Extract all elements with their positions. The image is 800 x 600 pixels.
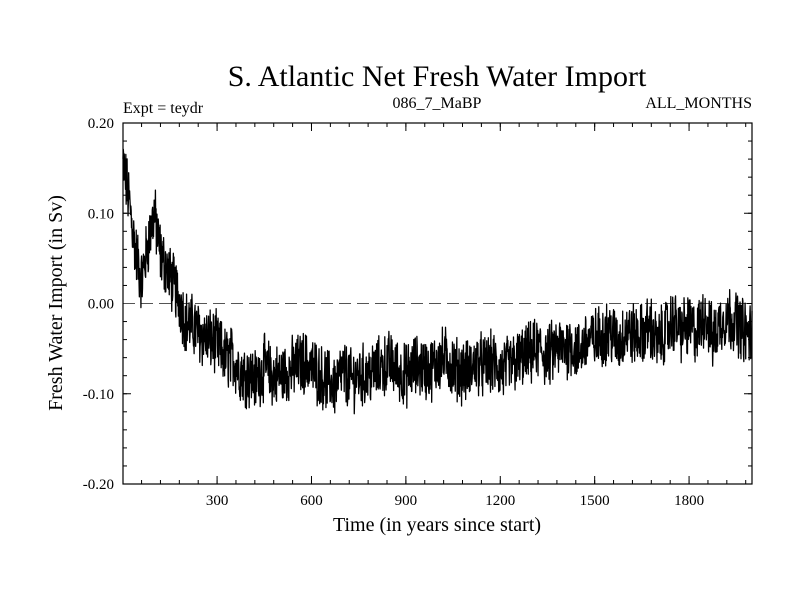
x-tick-label: 600 bbox=[300, 493, 323, 509]
chart-subtitle-left: Expt = teydr bbox=[123, 100, 204, 117]
series-layer bbox=[122, 148, 753, 415]
x-tick-label: 1200 bbox=[485, 493, 515, 509]
chart-title: S. Atlantic Net Fresh Water Import bbox=[228, 60, 647, 93]
y-tick-label: -0.20 bbox=[83, 477, 114, 493]
y-tick-label: -0.10 bbox=[83, 387, 114, 403]
y-axis-label: Fresh Water Import (in Sv) bbox=[45, 195, 67, 411]
x-tick-label: 1800 bbox=[674, 493, 704, 509]
x-tick-label: 900 bbox=[395, 493, 418, 509]
plot-frame bbox=[122, 122, 753, 485]
chart-subtitle-center: 086_7_MaBP bbox=[393, 95, 482, 112]
x-tick-label: 300 bbox=[206, 493, 229, 509]
series-line bbox=[122, 148, 753, 415]
x-axis-label: Time (in years since start) bbox=[333, 514, 541, 536]
y-tick-label: 0.10 bbox=[88, 206, 114, 222]
y-tick-labels: -0.20 -0.10 0.00 0.10 0.20 bbox=[83, 116, 114, 493]
x-tick-label: 1500 bbox=[580, 493, 610, 509]
chart-subtitle-right: ALL_MONTHS bbox=[645, 95, 752, 112]
x-tick-labels: 300 600 900 1200 1500 1800 bbox=[206, 493, 704, 509]
y-tick-label: 0.00 bbox=[88, 297, 114, 313]
y-tick-label: 0.20 bbox=[88, 116, 114, 132]
